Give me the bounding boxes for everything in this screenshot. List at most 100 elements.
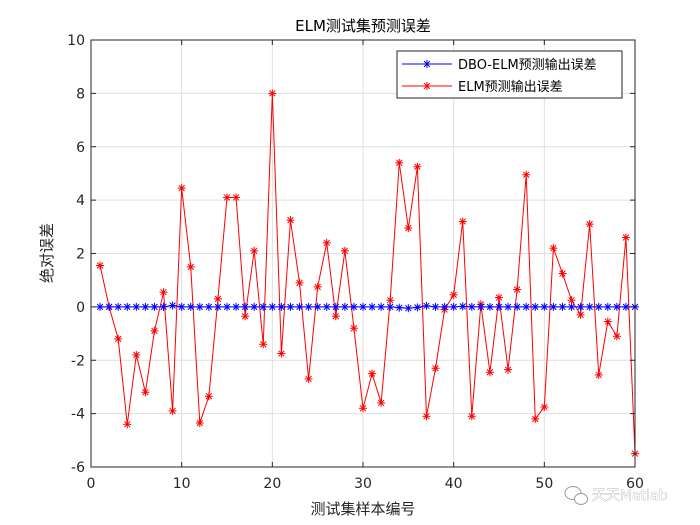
point-elm-38: [431, 364, 440, 373]
point-elm-53: [567, 296, 576, 305]
point-elm-17: [241, 312, 250, 321]
point-elm-11: [186, 262, 195, 271]
point-dbo-elm-44: [485, 302, 494, 311]
point-dbo-elm-2: [105, 302, 114, 311]
point-dbo-elm-15: [223, 302, 231, 311]
point-dbo-elm-8: [159, 302, 168, 311]
point-elm-29: [349, 324, 358, 333]
point-dbo-elm-26: [322, 302, 331, 311]
y-tick-label-3: 0: [76, 300, 85, 316]
point-elm-52: [558, 269, 567, 278]
point-elm-32: [377, 398, 386, 407]
point-elm-8: [159, 288, 168, 297]
point-dbo-elm-11: [186, 302, 195, 311]
point-dbo-elm-20: [268, 302, 277, 311]
x-axis-label: 测试集样本编号: [310, 500, 415, 518]
point-dbo-elm-18: [250, 302, 259, 311]
chart-title: ELM测试集预测误差: [295, 17, 431, 35]
point-elm-34: [395, 158, 404, 167]
point-dbo-elm-31: [368, 302, 377, 311]
point-elm-5: [132, 350, 141, 359]
point-dbo-elm-39: [440, 302, 449, 311]
point-elm-47: [513, 285, 522, 294]
point-elm-20: [268, 89, 277, 98]
point-elm-35: [404, 224, 413, 233]
point-dbo-elm-4: [123, 302, 132, 311]
point-elm-59: [621, 233, 630, 242]
point-dbo-elm-5: [132, 302, 141, 311]
point-dbo-elm-48: [522, 302, 531, 311]
point-dbo-elm-52: [558, 302, 567, 311]
x-tick-label-5: 50: [535, 476, 553, 492]
watermark-text: 天天Matlab: [592, 488, 668, 504]
point-dbo-elm-14: [213, 302, 222, 311]
watermark: 天天Matlab: [564, 486, 668, 505]
point-elm-16: [232, 193, 241, 202]
point-dbo-elm-45: [495, 302, 503, 311]
series-line-elm: [99, 93, 636, 454]
point-dbo-elm-56: [594, 302, 603, 311]
point-dbo-elm-16: [232, 302, 241, 311]
point-dbo-elm-50: [540, 302, 549, 311]
x-tick-label-1: 10: [173, 476, 191, 492]
point-elm-58: [612, 332, 621, 341]
point-dbo-elm-57: [603, 302, 612, 311]
point-elm-49: [531, 414, 540, 423]
point-elm-23: [295, 278, 304, 287]
point-elm-22: [286, 216, 295, 225]
point-dbo-elm-55: [585, 302, 594, 311]
point-elm-1: [96, 261, 105, 270]
point-dbo-elm-58: [612, 302, 621, 311]
point-elm-27: [331, 312, 340, 321]
point-dbo-elm-53: [567, 302, 576, 311]
ticks: 0 10 20 30 40 50 60 -6 -4 -2 0 2 4 6 8 10: [67, 33, 644, 492]
point-dbo-elm-32: [377, 302, 386, 311]
series-markers-elm: [96, 89, 639, 458]
x-tick-label-2: 20: [263, 476, 281, 492]
point-elm-24: [304, 374, 313, 383]
point-dbo-elm-38: [431, 302, 440, 311]
point-elm-26: [322, 238, 331, 247]
x-tick-label-0: 0: [87, 476, 96, 492]
point-elm-21: [277, 349, 286, 358]
legend: DBO-ELM预测输出误差 ELM预测输出误差: [396, 50, 623, 99]
point-elm-40: [449, 290, 458, 299]
point-elm-7: [150, 326, 159, 335]
legend-marker-elm: [423, 82, 431, 90]
legend-star-dbo-elm: [423, 60, 431, 68]
point-dbo-elm-42: [467, 302, 476, 311]
point-elm-41: [458, 217, 467, 226]
point-dbo-elm-9: [168, 301, 177, 310]
point-dbo-elm-34: [395, 303, 404, 312]
point-dbo-elm-30: [359, 302, 367, 311]
point-dbo-elm-13: [204, 302, 213, 311]
point-elm-25: [313, 282, 322, 291]
point-dbo-elm-59: [621, 302, 630, 311]
point-elm-14: [213, 294, 222, 303]
y-tick-label-2: -2: [71, 353, 85, 369]
legend-star-elm: [423, 82, 431, 90]
y-tick-label-1: -4: [71, 407, 85, 423]
point-elm-45: [495, 293, 503, 302]
point-elm-37: [422, 412, 431, 421]
y-tick-label-0: -6: [71, 460, 85, 476]
point-elm-33: [386, 296, 395, 305]
point-elm-36: [413, 162, 422, 171]
legend-label-dbo-elm: DBO-ELM预测输出误差: [458, 57, 597, 73]
y-tick-label-7: 8: [76, 86, 85, 102]
point-elm-9: [168, 406, 177, 415]
point-dbo-elm-36: [413, 303, 422, 312]
legend-marker-dbo-elm: [423, 60, 431, 68]
point-elm-12: [195, 418, 204, 427]
point-elm-28: [340, 246, 349, 255]
y-axis-label: 绝对误差: [38, 223, 56, 283]
point-elm-3: [114, 334, 123, 343]
point-dbo-elm-3: [114, 302, 123, 311]
point-elm-44: [485, 368, 494, 377]
point-dbo-elm-6: [141, 302, 150, 311]
wechat-icon: [564, 486, 588, 505]
point-dbo-elm-35: [404, 304, 413, 313]
point-elm-55: [585, 220, 594, 229]
x-tick-label-3: 30: [354, 476, 372, 492]
